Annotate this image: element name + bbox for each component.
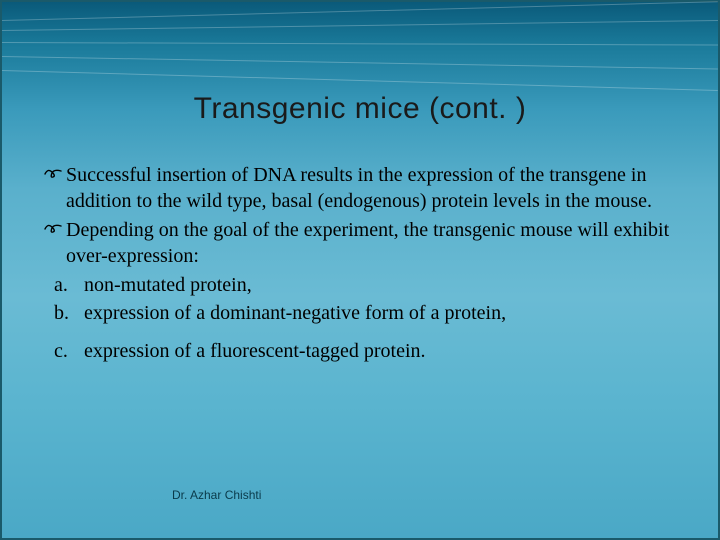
list-text: expression of a dominant-negative form o… [84, 302, 506, 324]
spacer [44, 328, 676, 338]
bullet-text: Successful insertion of DNA results in t… [66, 164, 652, 212]
slide: Transgenic mice (cont. ) Successful inse… [0, 0, 720, 540]
footer-author: Dr. Azhar Chishti [172, 488, 261, 502]
bullet-item: Successful insertion of DNA results in t… [44, 162, 676, 215]
decorative-wave [2, 42, 718, 45]
list-label: b. [54, 300, 80, 326]
lettered-item-c: c. expression of a fluorescent-tagged pr… [44, 338, 676, 364]
slide-body: Successful insertion of DNA results in t… [44, 162, 676, 367]
curly-loop-icon [44, 164, 62, 182]
decorative-wave [2, 1, 718, 21]
bullet-text: Depending on the goal of the experiment,… [66, 219, 669, 267]
decorative-wave [2, 20, 718, 31]
slide-title: Transgenic mice (cont. ) [2, 92, 718, 126]
lettered-item-a: a. non-mutated protein, [44, 272, 676, 298]
decorative-wave [2, 70, 718, 91]
list-label: c. [54, 338, 80, 364]
bullet-item: Depending on the goal of the experiment,… [44, 217, 676, 270]
list-text: expression of a fluorescent-tagged prote… [84, 340, 426, 362]
decorative-wave [2, 56, 718, 69]
lettered-item-b: b. expression of a dominant-negative for… [44, 300, 676, 326]
curly-loop-icon [44, 219, 62, 237]
list-text: non-mutated protein, [84, 274, 252, 296]
list-label: a. [54, 272, 80, 298]
